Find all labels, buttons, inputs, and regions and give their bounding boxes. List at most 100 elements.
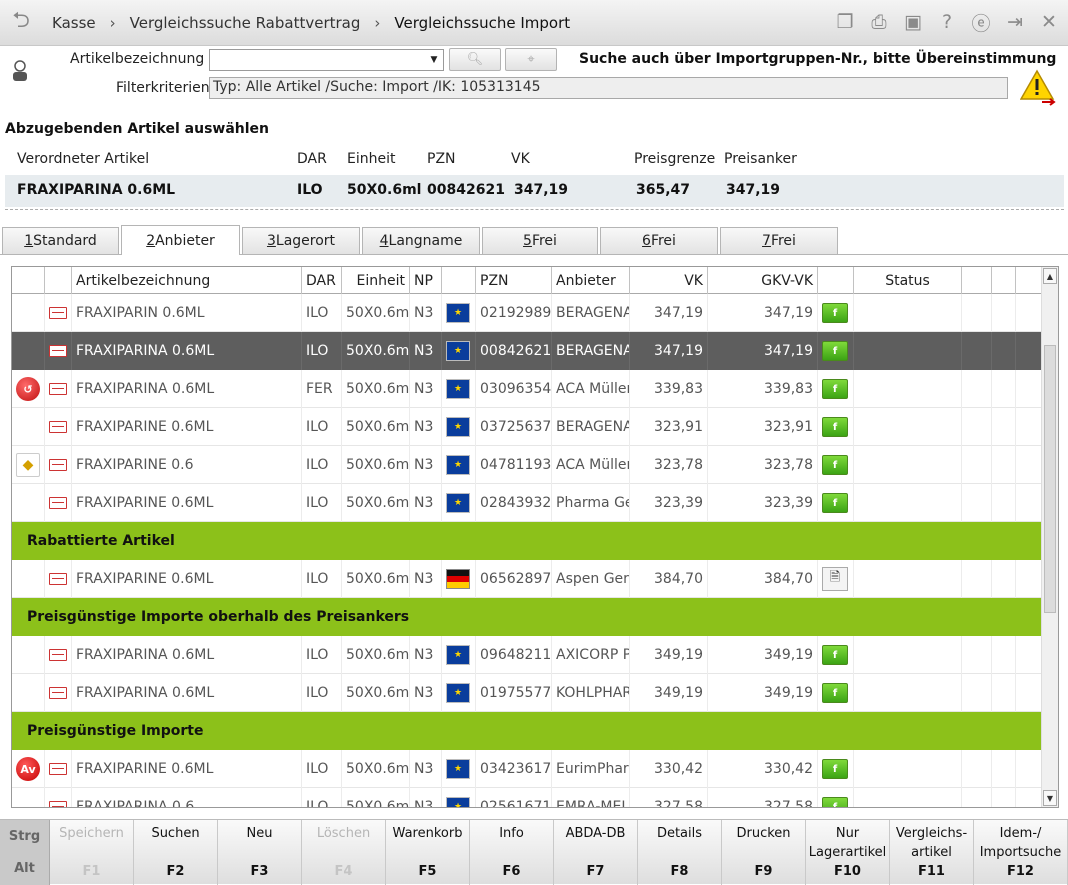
fkey-f2[interactable]: Suchen F2 — [134, 820, 218, 885]
col-vk[interactable]: VK — [630, 267, 708, 294]
status-f-button[interactable]: f — [822, 797, 848, 807]
close-icon[interactable]: ✕ — [1041, 11, 1057, 33]
modifier-alt[interactable]: Alt — [14, 861, 35, 877]
table-row[interactable]: FRAXIPARINE 0.6ML ILO 50X0.6ml N3 06562897 As… — [12, 560, 1042, 598]
article-unit: 50X0.6ml — [342, 370, 410, 408]
eu-flag-icon: ★ — [446, 645, 470, 665]
col-dar[interactable]: DAR — [302, 267, 342, 294]
table-row-selected[interactable]: FRAXIPARINA 0.6ML ILO 50X0.6ml N3 ★ 00842621 B… — [12, 332, 1042, 370]
flag-cell: ★ — [442, 788, 476, 807]
article-name: FRAXIPARIN 0.6ML — [72, 294, 302, 332]
header-preisanker: Preisanker — [724, 151, 797, 167]
status-cell — [854, 294, 962, 332]
document-icon[interactable]: 🗎︎ — [822, 567, 848, 591]
modifier-strg[interactable]: Strg — [8, 828, 41, 844]
table-row[interactable]: ◆ FRAXIPARINE 0.6 ILO 50X0.6ml N3 ★ 04781193 AC… — [12, 446, 1042, 484]
fkey-label: Speichern — [59, 826, 124, 841]
status-f-button[interactable]: f — [822, 341, 848, 361]
col-status[interactable]: Status — [854, 267, 962, 294]
warning-icon[interactable] — [1019, 69, 1058, 107]
table-row[interactable]: ↺ FRAXIPARINA 0.6ML FER 50X0.6ml N3 ★ 03096354… — [12, 370, 1042, 408]
table-row[interactable]: FRAXIPARINA 0.6ML ILO 50X0.6ml N3 ★ 09648211 A… — [12, 636, 1042, 674]
german-flag-icon — [446, 569, 470, 589]
tab-frei-7[interactable]: 7 Frei — [720, 227, 838, 254]
tab-lagerort[interactable]: 3 Lagerort — [242, 227, 360, 254]
back-arrow-icon[interactable]: ⮌ — [12, 8, 30, 33]
status-f-button[interactable]: f — [822, 645, 848, 665]
article-name: FRAXIPARINE 0.6ML — [72, 484, 302, 522]
col-extra-1 — [962, 267, 992, 294]
article-vk: 323,39 — [630, 484, 708, 522]
monitor-icon[interactable]: ▣ — [904, 11, 922, 33]
print-icon[interactable]: ⎙ — [871, 11, 887, 33]
av-badge-icon[interactable]: Av — [16, 757, 40, 781]
article-name: FRAXIPARINA 0.6ML — [72, 370, 302, 408]
col-np[interactable]: NP — [410, 267, 442, 294]
fkey-shortcut: F12 — [1007, 864, 1034, 879]
red-alert-icon[interactable]: ↺ — [16, 377, 40, 401]
extra-cell — [1016, 408, 1042, 446]
status-f-button[interactable]: f — [822, 683, 848, 703]
scroll-thumb[interactable] — [1044, 345, 1056, 613]
search-button[interactable]: 🔍︎ — [449, 48, 501, 71]
status-f-button[interactable]: f — [822, 455, 848, 475]
fkey-label: Vergleichs-artikel — [895, 826, 968, 860]
tab-standard[interactable]: 1 Standard — [2, 227, 119, 254]
extra-cell — [962, 484, 992, 522]
table-row[interactable]: FRAXIPARINA 0.6ML ILO 50X0.6ml N3 ★ 01975577 K… — [12, 674, 1042, 712]
tab-langname[interactable]: 4 Langname — [362, 227, 480, 254]
filter-label: Filterkriterien — [116, 80, 210, 96]
col-artikelbezeichnung[interactable]: Artikelbezeichnung — [72, 267, 302, 294]
table-row[interactable]: FRAXIPARINA 0.6 ILO 50X0.6ml N3 ★ 02561671 EMR… — [12, 788, 1042, 807]
tab-frei-5[interactable]: 5 Frei — [482, 227, 598, 254]
row-indicator: ↺ — [12, 370, 45, 408]
dropdown-arrow-icon[interactable]: ▼ — [430, 55, 438, 65]
scroll-up-icon[interactable]: ▲ — [1043, 268, 1057, 284]
status-f-button[interactable]: f — [822, 379, 848, 399]
search-options-button[interactable]: ⌖ — [505, 48, 557, 71]
article-search-input[interactable]: ▼ — [209, 49, 444, 71]
fkey-f11[interactable]: Vergleichs-artikel F11 — [890, 820, 974, 885]
article-name: FRAXIPARINA 0.6 — [72, 788, 302, 807]
article-vk: 323,78 — [630, 446, 708, 484]
col-anbieter[interactable]: Anbieter — [552, 267, 630, 294]
status-cell — [854, 408, 962, 446]
table-row[interactable]: Av FRAXIPARINE 0.6ML ILO 50X0.6ml N3 ★ 0342361… — [12, 750, 1042, 788]
table-row[interactable]: FRAXIPARINE 0.6ML ILO 50X0.6ml N3 ★ 02843932 P… — [12, 484, 1042, 522]
vertical-scrollbar[interactable]: ▲ ▼ — [1041, 267, 1058, 807]
status-f-button[interactable]: f — [822, 759, 848, 779]
fkey-f3[interactable]: Neu F3 — [218, 820, 302, 885]
e-icon[interactable]: ⓔ — [971, 12, 991, 35]
table-row[interactable]: FRAXIPARIN 0.6ML ILO 50X0.6ml N3 ★ 02192989 BE… — [12, 294, 1042, 332]
col-einheit[interactable]: Einheit — [342, 267, 410, 294]
fkey-f10[interactable]: Nur Lagerartikel F10 — [806, 820, 890, 885]
copy-icon[interactable]: ❐ — [836, 11, 854, 33]
fkey-f6[interactable]: Info F6 — [470, 820, 554, 885]
tab-frei-6[interactable]: 6 Frei — [600, 227, 718, 254]
status-f-button[interactable]: f — [822, 303, 848, 323]
fkey-f9[interactable]: Drucken F9 — [722, 820, 806, 885]
yellow-marker-icon[interactable]: ◆ — [16, 453, 40, 477]
breadcrumb-kasse[interactable]: Kasse — [52, 14, 96, 32]
fkey-f7[interactable]: ABDA-DB F7 — [554, 820, 638, 885]
help-icon[interactable]: ? — [941, 11, 953, 33]
col-gkv-vk[interactable]: GKV-VK — [708, 267, 818, 294]
fkey-f12[interactable]: Idem-/ Importsuche F12 — [974, 820, 1068, 885]
fkey-f8[interactable]: Details F8 — [638, 820, 722, 885]
status-f-button[interactable]: f — [822, 417, 848, 437]
col-pzn[interactable]: PZN — [476, 267, 552, 294]
breadcrumb-rabattvertrag[interactable]: Vergleichssuche Rabattvertrag — [129, 14, 361, 32]
table-row[interactable]: FRAXIPARINE 0.6ML ILO 50X0.6ml N3 ★ 03725637 B… — [12, 408, 1042, 446]
tab-anbieter[interactable]: 2 Anbieter — [121, 225, 240, 255]
row-indicator: ◆ — [12, 446, 45, 484]
extra-cell — [962, 674, 992, 712]
status-button-cell: f — [818, 674, 854, 712]
fkey-shortcut: F7 — [586, 864, 605, 879]
scroll-down-icon[interactable]: ▼ — [1043, 790, 1057, 806]
status-f-button[interactable]: f — [822, 493, 848, 513]
article-unit: 50X0.6ml — [342, 408, 410, 446]
fkey-f5[interactable]: Warenkorb F5 — [386, 820, 470, 885]
exit-icon[interactable]: ⇥ — [1007, 11, 1023, 33]
status-button-cell: f — [818, 484, 854, 522]
fkey-label: Drucken — [736, 826, 791, 841]
